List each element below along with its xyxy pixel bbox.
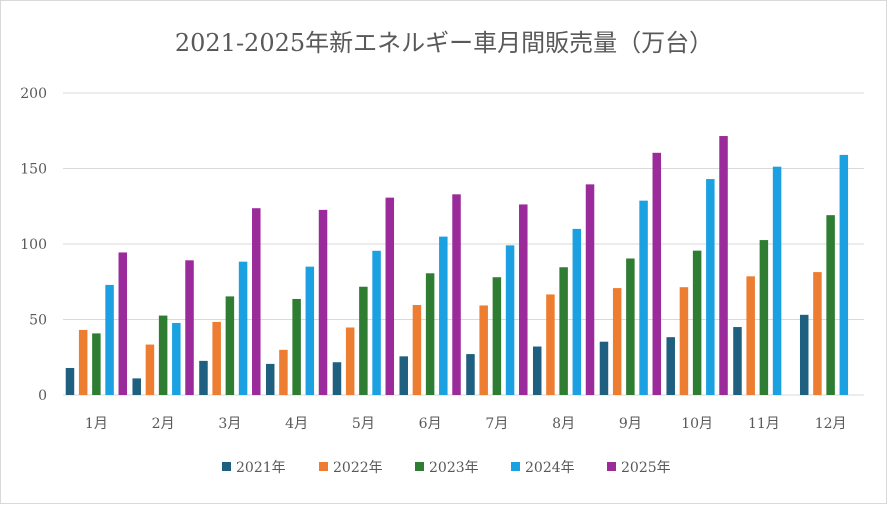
- bar: [813, 272, 822, 395]
- y-axis-ticks: 0 50 100 150 200: [20, 86, 47, 404]
- bar: [532, 346, 542, 395]
- bar: [639, 200, 648, 395]
- bar: [332, 362, 342, 395]
- legend-swatch: [319, 462, 328, 471]
- bar: [746, 276, 755, 395]
- legend-label: 2022年: [333, 460, 383, 476]
- bar: [492, 277, 502, 395]
- bar: [252, 208, 261, 395]
- bar: [799, 314, 809, 395]
- bar: [318, 209, 328, 395]
- x-tick-label: 11月: [748, 416, 780, 432]
- legend-label: 2024年: [525, 460, 575, 476]
- x-axis-ticks: 1月 2月 3月 4月 5月 6月 7月 8月 9月 10月 11月 12月: [85, 416, 847, 432]
- legend-swatch: [607, 462, 616, 471]
- bar: [479, 305, 488, 395]
- bar: [225, 296, 235, 395]
- y-tick-label: 100: [20, 237, 47, 253]
- bar: [772, 166, 782, 395]
- bar: [439, 236, 448, 395]
- x-tick-label: 6月: [419, 416, 442, 432]
- y-tick-label: 150: [20, 162, 47, 178]
- bar: [185, 260, 194, 395]
- bar: [292, 298, 301, 395]
- x-tick-label: 12月: [815, 416, 847, 432]
- bars: [65, 136, 849, 395]
- bar: [666, 337, 675, 395]
- x-tick-label: 2月: [152, 416, 175, 432]
- bar: [412, 305, 422, 395]
- bar: [105, 284, 114, 395]
- bar: [425, 273, 435, 395]
- x-tick-label: 8月: [552, 416, 575, 432]
- y-tick-label: 50: [29, 313, 47, 329]
- bar: [505, 245, 515, 395]
- legend-swatch: [415, 462, 424, 471]
- bar: [572, 228, 582, 395]
- bar: [372, 250, 381, 395]
- bar: [679, 287, 689, 395]
- y-tick-label: 0: [38, 388, 47, 404]
- legend-swatch: [222, 462, 231, 471]
- bar: [118, 252, 128, 395]
- bar: [733, 327, 742, 395]
- bar: [158, 315, 168, 395]
- legend-label: 2025年: [621, 460, 671, 476]
- x-tick-label: 7月: [485, 416, 508, 432]
- bar: [65, 367, 75, 395]
- y-tick-label: 200: [20, 86, 47, 102]
- bar: [132, 378, 141, 395]
- bar: [345, 327, 355, 395]
- x-tick-label: 5月: [352, 416, 375, 432]
- x-tick-label: 9月: [619, 416, 642, 432]
- bar: [519, 204, 528, 395]
- chart-title: 2021-2025年新エネルギー車月間販売量（万台）: [175, 29, 713, 57]
- bar: [559, 267, 568, 395]
- legend-swatch: [511, 462, 520, 471]
- bar: [385, 197, 395, 395]
- x-tick-label: 4月: [285, 416, 308, 432]
- bar: [546, 294, 555, 395]
- bar: [279, 349, 288, 395]
- bar: [145, 344, 155, 395]
- legend: 2021年 2022年 2023年 2024年 2025年: [222, 460, 671, 476]
- bar: [612, 288, 622, 395]
- bar: [652, 152, 662, 395]
- bar: [265, 363, 275, 395]
- x-tick-label: 10月: [681, 416, 713, 432]
- bar: [78, 329, 88, 395]
- bar: [706, 179, 715, 395]
- bar: [172, 322, 181, 395]
- legend-label: 2021年: [236, 460, 286, 476]
- bar: [759, 240, 769, 395]
- bar: [719, 136, 728, 395]
- bar: [359, 286, 368, 395]
- bar: [626, 258, 635, 395]
- bar: [692, 250, 702, 395]
- bar: [839, 154, 849, 395]
- bar: [599, 341, 609, 395]
- bar: [238, 261, 248, 395]
- legend-label: 2023年: [429, 460, 479, 476]
- bar: [305, 266, 315, 395]
- bar: [92, 333, 101, 395]
- x-tick-label: 1月: [85, 416, 108, 432]
- grid-lines: [63, 92, 864, 396]
- bar: [212, 321, 221, 395]
- bar: [466, 354, 475, 395]
- bar: [452, 194, 461, 395]
- bar: [399, 356, 408, 395]
- bar: [826, 215, 835, 395]
- bar: [199, 360, 208, 395]
- bar: [585, 184, 595, 395]
- x-tick-label: 3月: [218, 416, 241, 432]
